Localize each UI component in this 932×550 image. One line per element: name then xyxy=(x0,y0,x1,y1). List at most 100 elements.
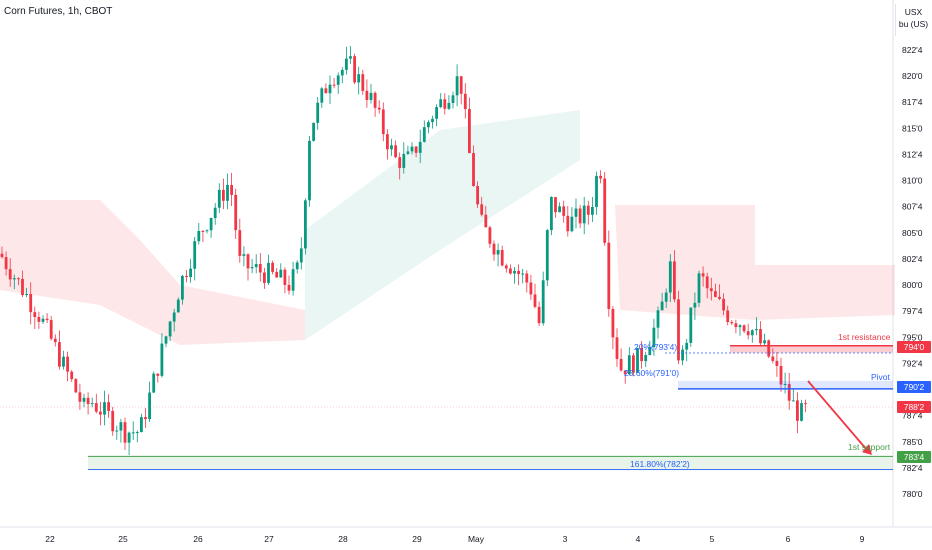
candle-body xyxy=(62,356,65,367)
candle-body xyxy=(689,307,693,343)
candle-body xyxy=(422,127,426,142)
candle-body xyxy=(537,306,541,324)
candle-body xyxy=(78,392,82,402)
ichimoku-cloud xyxy=(615,205,895,320)
candle-body xyxy=(25,294,28,296)
candle-body xyxy=(673,261,676,300)
candle-body xyxy=(529,282,533,295)
y-tick-label: 807'4 xyxy=(902,202,923,212)
candle-body xyxy=(250,267,254,269)
candle-body xyxy=(648,347,652,356)
candle-body xyxy=(242,254,246,256)
candle-body xyxy=(611,309,615,338)
resistance-label: 1st resistance xyxy=(838,332,891,342)
last-price-tag: 788'2 xyxy=(897,401,931,413)
candle-body xyxy=(755,329,758,331)
y-tick-label: 815'0 xyxy=(902,123,923,133)
candle-body xyxy=(29,294,33,313)
x-tick-label: 6 xyxy=(786,534,791,544)
candle-body xyxy=(181,275,184,300)
candle-body xyxy=(160,343,164,376)
candle-body xyxy=(779,365,783,385)
candle-body xyxy=(685,342,689,350)
candle-body xyxy=(796,400,799,421)
x-tick-label: 25 xyxy=(118,534,128,544)
candle-body xyxy=(783,383,787,385)
candles-group xyxy=(0,46,807,456)
fib-20-label: 20%(793'4) xyxy=(634,342,677,352)
candle-body xyxy=(394,145,397,158)
x-tick-label: 27 xyxy=(264,534,274,544)
candle-body xyxy=(406,151,410,154)
candle-body xyxy=(443,99,447,109)
candle-body xyxy=(435,107,438,119)
candle-body xyxy=(295,262,299,270)
candle-body xyxy=(668,261,672,293)
candle-body xyxy=(738,325,742,328)
candle-body xyxy=(607,242,611,310)
candle-body xyxy=(558,206,561,213)
candle-body xyxy=(53,338,57,343)
candle-body xyxy=(455,76,459,96)
y-tick-label: 792'4 xyxy=(902,358,923,368)
candle-body xyxy=(447,102,451,109)
y-tick-label: 800'0 xyxy=(902,280,923,290)
candle-body xyxy=(119,422,123,431)
x-tick-label: 9 xyxy=(860,534,865,544)
resistance-price-tag: 794'0 xyxy=(897,341,931,353)
candle-body xyxy=(172,312,176,322)
candle-body xyxy=(21,278,24,296)
candle-body xyxy=(238,230,242,256)
candle-body xyxy=(312,122,315,141)
candle-body xyxy=(439,99,443,108)
candle-body xyxy=(275,271,279,278)
candle-body xyxy=(168,321,172,337)
candle-body xyxy=(623,370,627,375)
candle-body xyxy=(496,249,500,255)
candle-body xyxy=(701,273,705,277)
y-tick-label: 802'4 xyxy=(902,254,923,264)
pivot-zone xyxy=(678,380,893,389)
candle-body xyxy=(86,397,90,405)
candle-body xyxy=(566,215,570,232)
candle-body xyxy=(504,265,508,269)
candle-body xyxy=(90,403,94,405)
candle-body xyxy=(714,291,717,297)
candle-body xyxy=(308,140,311,201)
candle-body xyxy=(336,75,340,85)
candle-body xyxy=(283,269,287,285)
projection-arrow xyxy=(807,380,868,451)
candle-body xyxy=(730,322,734,324)
candle-body xyxy=(0,253,4,258)
candle-body xyxy=(345,58,348,70)
candle-body xyxy=(517,270,520,275)
candle-body xyxy=(271,262,274,272)
candle-body xyxy=(4,257,8,270)
y-tick-label: 820'0 xyxy=(902,71,923,81)
candle-body xyxy=(500,249,504,266)
candle-body xyxy=(521,273,525,275)
candle-body xyxy=(8,269,12,280)
candle-body xyxy=(304,200,307,249)
candle-body xyxy=(804,403,807,405)
ichimoku-cloud xyxy=(0,200,305,345)
candle-body xyxy=(476,186,479,205)
pivot-price-tag: 790'2 xyxy=(897,381,931,393)
candle-body xyxy=(513,270,516,274)
candle-body xyxy=(234,194,238,231)
candle-body xyxy=(734,323,738,328)
candle-body xyxy=(115,430,119,432)
candle-body xyxy=(759,329,762,344)
candle-body xyxy=(586,205,590,215)
candle-body xyxy=(82,397,86,402)
candle-body xyxy=(205,230,209,232)
candle-body xyxy=(213,207,217,219)
candle-body xyxy=(156,373,160,376)
candle-body xyxy=(99,411,102,415)
axis-unit-box[interactable]: USX bu (US) xyxy=(895,4,931,36)
candle-body xyxy=(451,95,455,103)
candle-body xyxy=(595,175,598,207)
candle-body xyxy=(578,208,582,224)
candle-body xyxy=(763,340,766,344)
